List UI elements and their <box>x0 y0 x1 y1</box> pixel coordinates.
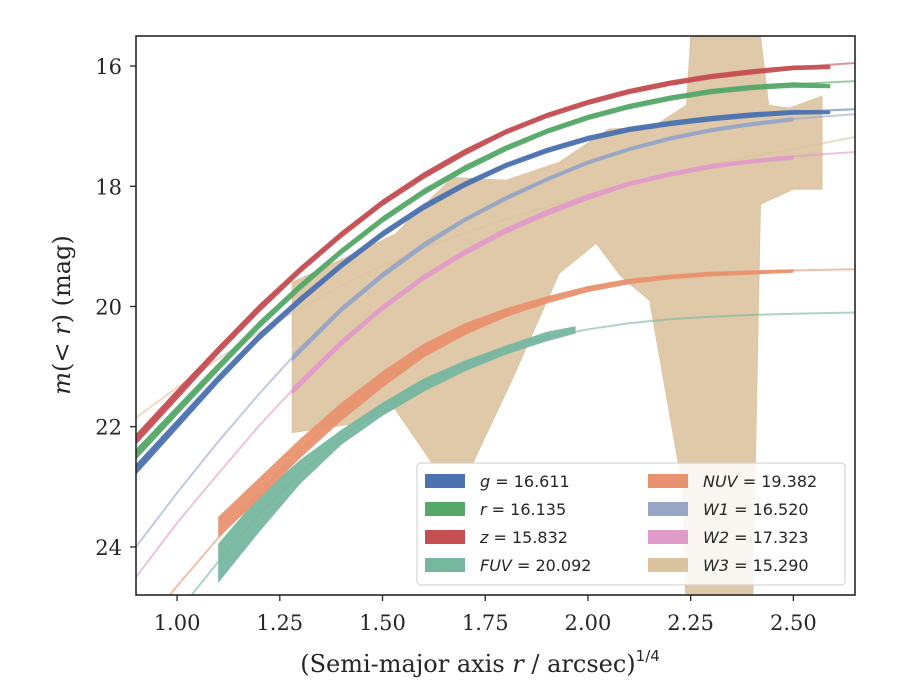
y-axis-label-lt: < <box>48 343 76 363</box>
series-w3 <box>136 36 855 595</box>
legend-entry-r: r = 16.135 <box>425 500 566 519</box>
legend-equals: = <box>729 528 753 547</box>
legend-band-name: r <box>480 500 488 519</box>
x-tick-label: 1.00 <box>154 611 201 635</box>
legend-equals: = <box>488 528 512 547</box>
series-g <box>136 108 855 475</box>
legend-label-r: r = 16.135 <box>480 500 566 519</box>
legend-frame <box>416 462 846 586</box>
y-tick-label: 24 <box>95 536 122 560</box>
series-w3-band <box>291 36 823 595</box>
legend-value: 20.092 <box>535 556 591 575</box>
legend-label-w2: W2 = 17.323 <box>703 528 809 547</box>
y-axis-label-open: ( <box>48 363 76 372</box>
legend-swatch-w1 <box>648 502 688 516</box>
legend-entry-w3: W3 = 15.290 <box>648 556 809 575</box>
legend-equals: = <box>729 556 753 575</box>
series-z-band <box>136 64 831 445</box>
legend-label-g: g = 16.611 <box>480 472 570 491</box>
series-w1 <box>136 113 855 548</box>
legend-entry-nuv: NUV = 19.382 <box>648 472 817 491</box>
x-axis-label: (Semi-major axis r / arcsec)1/4 <box>300 647 660 678</box>
y-axis-label-r: r <box>48 322 76 335</box>
legend-value: 16.135 <box>510 500 566 519</box>
axis-ticks: 1.00 1.25 1.50 1.75 2.00 2.25 2.50 16 18 20 22 24 <box>95 55 816 635</box>
x-tick-label: 1.25 <box>256 611 303 635</box>
legend-label-w3: W3 = 15.290 <box>703 556 809 575</box>
legend: g = 16.611 r = 16.135 z = 15.832 FUV = 20.0… <box>416 462 846 586</box>
legend-value: 19.382 <box>761 472 817 491</box>
legend-equals: = <box>738 472 762 491</box>
legend-entry-z: z = 15.832 <box>425 528 568 547</box>
legend-entry-w1: W1 = 16.520 <box>648 500 809 519</box>
legend-equals: = <box>512 556 536 575</box>
legend-swatch-z <box>425 530 465 544</box>
series-r-band <box>136 82 831 460</box>
y-tick-label: 16 <box>95 55 122 79</box>
y-axis-label-close: ) (mag) <box>48 235 76 323</box>
legend-entry-fuv: FUV = 20.092 <box>425 556 591 575</box>
legend-band-name: NUV <box>703 472 739 491</box>
legend-value: 15.832 <box>512 528 568 547</box>
legend-value: 16.611 <box>514 472 570 491</box>
y-axis-label-space <box>48 335 76 343</box>
legend-entry-g: g = 16.611 <box>425 472 570 491</box>
x-axis-label-exponent: 1/4 <box>636 647 660 665</box>
x-axis-label-suffix: / arcsec) <box>524 650 636 678</box>
legend-swatch-fuv <box>425 558 465 572</box>
x-tick-label: 2.25 <box>667 611 714 635</box>
plot-frame <box>135 35 856 596</box>
y-axis-label: m(< r) (mag) <box>48 235 76 395</box>
series-w3-model <box>136 136 855 419</box>
series-z <box>136 62 855 445</box>
legend-value: 17.323 <box>753 528 809 547</box>
y-tick-label: 22 <box>95 416 122 440</box>
legend-swatch-w3 <box>648 558 688 572</box>
legend-label-w1: W1 = 16.520 <box>703 500 809 519</box>
y-axis-label-m: m <box>48 372 76 395</box>
legend-equals: = <box>729 500 753 519</box>
legend-band-name: W2 <box>703 528 729 547</box>
x-axis-label-prefix: (Semi-major axis <box>300 650 512 678</box>
legend-value: 15.290 <box>753 556 809 575</box>
legend-swatch-nuv <box>648 474 688 488</box>
legend-entry-w2: W2 = 17.323 <box>648 528 809 547</box>
legend-label-z: z = 15.832 <box>479 528 568 547</box>
y-tick-label: 20 <box>95 295 122 319</box>
x-tick-label: 2.50 <box>770 611 817 635</box>
legend-band-name: z <box>479 528 489 547</box>
series-r <box>136 80 855 460</box>
series-nuv <box>168 268 855 595</box>
legend-label-fuv: FUV = 20.092 <box>480 556 591 575</box>
plot-area <box>136 36 855 595</box>
x-tick-label: 1.50 <box>359 611 406 635</box>
series-fuv <box>190 311 855 595</box>
legend-value: 16.520 <box>753 500 809 519</box>
legend-band-name: W1 <box>703 500 729 519</box>
legend-equals: = <box>490 472 514 491</box>
legend-label-nuv: NUV = 19.382 <box>703 472 817 491</box>
legend-swatch-r <box>425 502 465 516</box>
x-tick-label: 2.00 <box>565 611 612 635</box>
legend-equals: = <box>487 500 511 519</box>
legend-band-name: g <box>480 472 490 491</box>
legend-swatch-w2 <box>648 530 688 544</box>
legend-swatch-g <box>425 474 465 488</box>
legend-band-name: W3 <box>703 556 729 575</box>
x-tick-label: 1.75 <box>462 611 509 635</box>
legend-band-name: FUV <box>480 556 513 575</box>
series-w2 <box>136 151 855 578</box>
x-axis-label-var: r <box>512 650 525 678</box>
y-tick-label: 18 <box>95 175 122 199</box>
